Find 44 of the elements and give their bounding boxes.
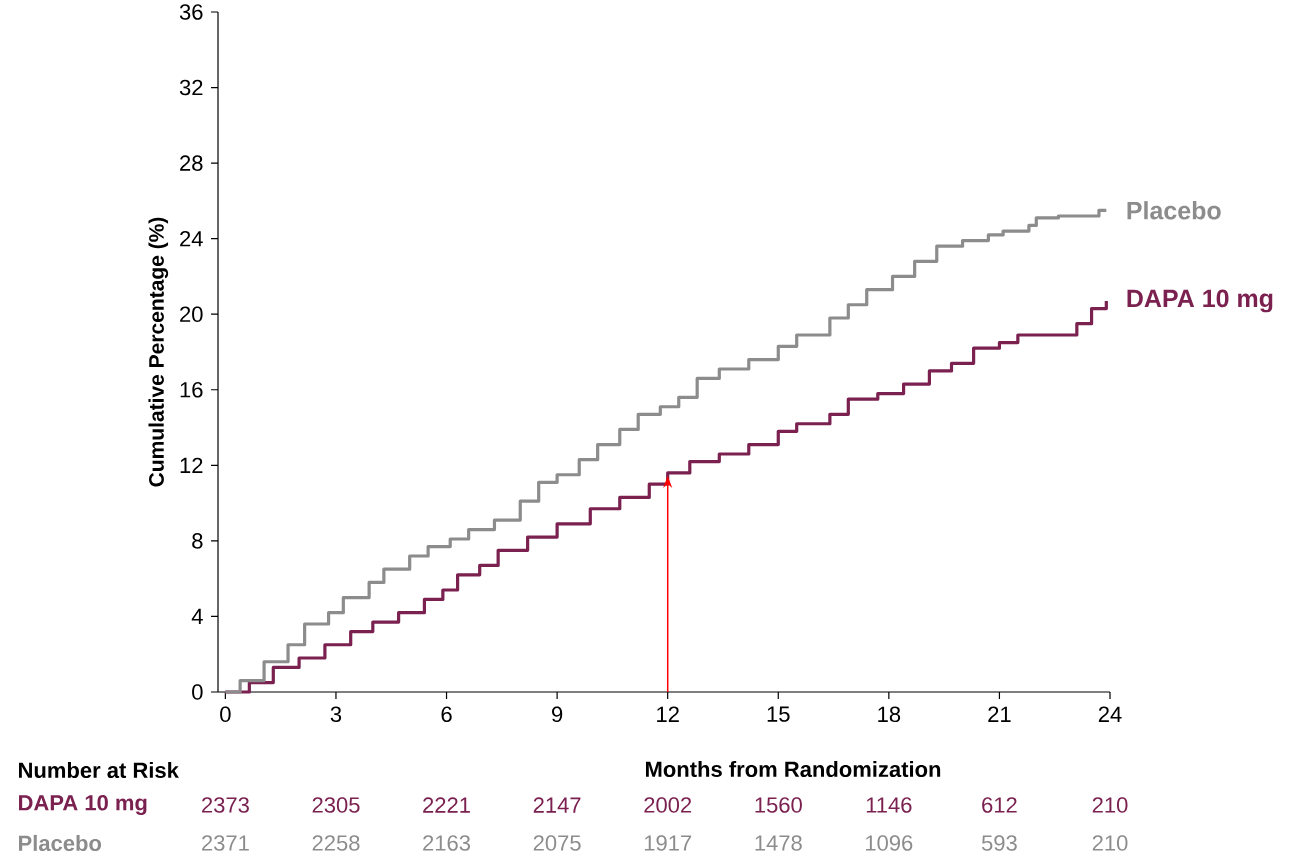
y-tick-label: 4 (191, 608, 203, 624)
text: 593 (981, 835, 1017, 851)
text: Number at Risk (19, 761, 179, 779)
text: 2221 (423, 797, 470, 813)
x-tick-label: 24 (1098, 706, 1122, 722)
y-tick-label: 0 (192, 684, 203, 700)
text: Placebo (19, 834, 102, 852)
text: 210 (1092, 835, 1128, 851)
y-tick-label: 36 (179, 4, 203, 20)
series-label: Placebo (1127, 201, 1221, 220)
x-tick-label: 3 (330, 706, 342, 723)
text: 1146 (866, 797, 912, 813)
y-axis-title: Cumulative Percentage (%) (148, 217, 169, 487)
text: 2075 (533, 835, 581, 851)
text: 1917 (644, 835, 692, 851)
x-tick-label: 15 (767, 706, 790, 722)
text: 1560 (755, 797, 802, 813)
x-tick-label: 6 (441, 706, 452, 723)
text: 2371 (202, 835, 249, 851)
text: 1478 (755, 835, 802, 851)
text: 1096 (866, 835, 913, 851)
x-tick-label: 12 (657, 706, 679, 722)
text: 2002 (644, 797, 692, 813)
text: 2163 (423, 835, 471, 851)
text: DAPA 10 mg (19, 794, 147, 815)
text: 210 (1092, 797, 1128, 813)
series-label: DAPA 10 mg (1127, 289, 1273, 313)
text: 612 (982, 797, 1017, 813)
x-tick-label: 0 (220, 706, 231, 723)
y-tick-label: 24 (180, 230, 203, 247)
text: 2305 (312, 797, 360, 813)
y-tick-label: 28 (180, 155, 203, 171)
text: 2147 (533, 797, 581, 813)
text: 2373 (202, 797, 249, 813)
y-tick-label: 32 (179, 79, 203, 96)
x-tick-label: 18 (878, 706, 901, 723)
x-tick-label: 21 (988, 706, 1011, 722)
y-tick-label: 20 (180, 306, 203, 322)
x-axis-title: Months from Randomization (645, 760, 941, 778)
x-tick-label: 9 (552, 706, 563, 723)
y-tick-label: 16 (180, 381, 203, 398)
y-tick-label: 12 (180, 457, 203, 473)
text: 2258 (312, 835, 360, 851)
y-tick-label: 8 (192, 533, 203, 549)
